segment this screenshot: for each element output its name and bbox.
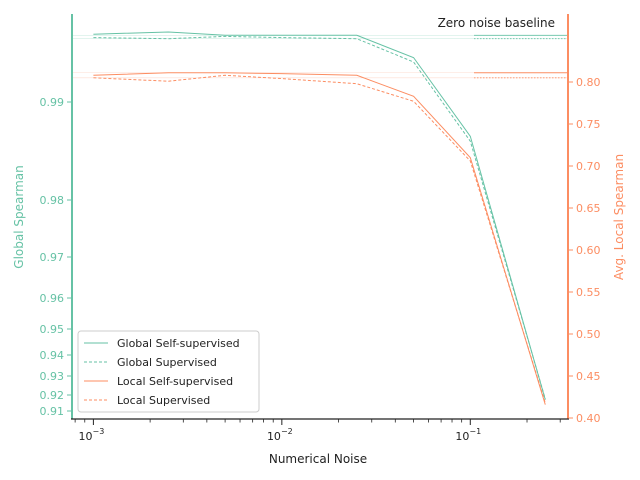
- x-axis-title: Numerical Noise: [269, 452, 367, 466]
- legend-label: Local Supervised: [117, 394, 210, 407]
- left-y-tick-label: 0.96: [40, 292, 65, 305]
- x-tick-label: 10−1: [455, 427, 481, 443]
- legend-label: Local Self-supervised: [117, 375, 233, 388]
- series-line: [93, 74, 546, 404]
- left-y-tick-label: 0.99: [40, 96, 65, 109]
- left-y-tick-label: 0.93: [40, 370, 65, 383]
- left-y-tick-label: 0.98: [40, 194, 65, 207]
- x-tick-label: 10−2: [267, 427, 293, 443]
- right-y-tick-label: 0.80: [576, 76, 601, 89]
- left-y-tick-label: 0.91: [40, 405, 65, 418]
- x-tick-label: 10−3: [78, 427, 104, 443]
- right-y-tick-label: 0.75: [576, 118, 601, 131]
- left-y-tick-label: 0.94: [40, 349, 65, 362]
- right-y-tick-label: 0.70: [576, 160, 601, 173]
- series-line: [93, 72, 546, 405]
- right-y-tick-label: 0.65: [576, 202, 601, 215]
- legend-label: Global Supervised: [117, 356, 217, 369]
- right-y-tick-label: 0.55: [576, 286, 601, 299]
- baseline-lines: [72, 34, 568, 79]
- right-y-axis-ticks: 0.40 0.45 0.50 0.55 0.60 0.65 0.70 0.75 0.80: [568, 76, 601, 425]
- legend-box: [77, 330, 260, 413]
- legend-label: Global Self-supervised: [117, 337, 240, 350]
- axes: 10−3 10−2 10−1 0.910.920.930.940.950.960.9…: [40, 14, 601, 443]
- left-y-tick-label: 0.95: [40, 323, 65, 336]
- right-y-tick-label: 0.50: [576, 328, 601, 341]
- legend: Global Self-supervised Global Supervised L…: [77, 330, 260, 413]
- series-line: [93, 31, 546, 400]
- baseline-annotation: Zero noise baseline: [438, 16, 555, 30]
- right-y-axis-title: Avg. Local Spearman: [612, 154, 626, 280]
- left-y-axis-title: Global Spearman: [12, 165, 26, 268]
- right-y-tick-label: 0.60: [576, 244, 601, 257]
- right-y-tick-label: 0.40: [576, 412, 601, 425]
- left-y-axis-ticks: 0.91 0.92 0.93 0.94 0.95 0.96 0.97 0.98 0.99: [40, 96, 72, 418]
- series-lines: [93, 31, 546, 405]
- left-y-tick-label: 0.97: [40, 251, 65, 264]
- right-y-tick-label: 0.45: [576, 370, 601, 383]
- left-y-tick-label: 0.92: [40, 389, 65, 402]
- x-axis-ticks: 10−3 10−2 10−1: [74, 419, 561, 443]
- series-line: [93, 35, 546, 400]
